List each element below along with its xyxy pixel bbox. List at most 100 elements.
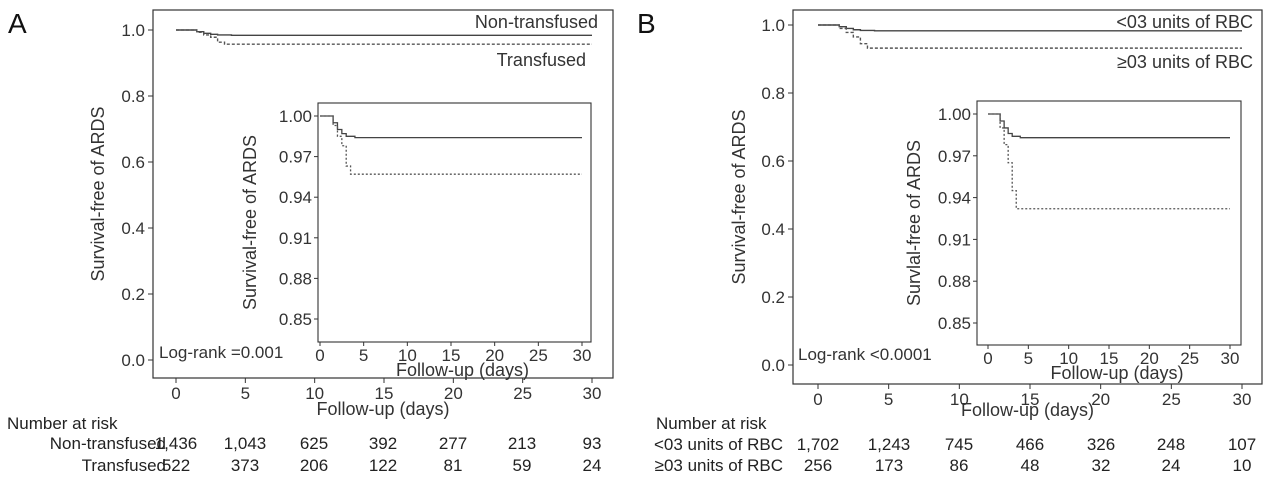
- inset-x-tick-label: 20: [485, 346, 504, 365]
- log-rank-annotation: Log-rank <0.0001: [798, 345, 932, 364]
- risk-value: 93: [583, 434, 602, 453]
- x-tick-label: 5: [884, 390, 893, 409]
- series-label-0: Non-transfused: [475, 12, 598, 32]
- risk-value: 86: [950, 456, 969, 475]
- plot-frame: [792, 9, 1263, 385]
- risk-value: 1,243: [868, 435, 911, 454]
- y-tick-label: 0.0: [121, 351, 145, 370]
- x-axis-title: Follow-up (days): [961, 400, 1094, 420]
- risk-value: 206: [300, 456, 328, 475]
- risk-value: 745: [945, 435, 973, 454]
- inset-x-tick-label: 30: [573, 346, 592, 365]
- risk-value: 48: [1021, 456, 1040, 475]
- risk-value: 213: [508, 434, 536, 453]
- y-tick-label: 0.8: [761, 84, 785, 103]
- risk-value: 10: [1233, 456, 1252, 475]
- inset-x-tick-label: 0: [983, 349, 992, 368]
- x-axis-title: Follow-up (days): [316, 399, 449, 419]
- risk-value: 522: [162, 456, 190, 475]
- risk-value: 1,436: [155, 434, 198, 453]
- inset-y-tick-label: 0.97: [279, 148, 312, 167]
- risk-value: 625: [300, 434, 328, 453]
- y-tick-label: 1.0: [761, 16, 785, 35]
- x-tick-label: 0: [171, 384, 180, 403]
- inset-x-axis-title: Follow-up (days): [1050, 363, 1183, 383]
- risk-value: 326: [1087, 435, 1115, 454]
- risk-value: 107: [1228, 435, 1256, 454]
- risk-value: 122: [369, 456, 397, 475]
- risk-value: 32: [1092, 456, 1111, 475]
- risk-value: 1,702: [797, 435, 840, 454]
- y-tick-label: 0.2: [121, 285, 145, 304]
- inset-y-tick-label: 1.00: [279, 107, 312, 126]
- inset-y-tick-label: 0.91: [938, 230, 971, 249]
- inset-x-tick-label: 5: [359, 346, 368, 365]
- inset-x-tick-label: 25: [529, 346, 548, 365]
- inset-x-tick-label: 30: [1221, 349, 1240, 368]
- x-tick-label: 0: [813, 390, 822, 409]
- x-tick-label: 30: [1233, 390, 1252, 409]
- y-tick-label: 0.6: [761, 152, 785, 171]
- x-tick-label: 20: [1091, 390, 1110, 409]
- series-line-1: [176, 29, 592, 45]
- inset-x-tick-label: 20: [1140, 349, 1159, 368]
- panel-letter: B: [637, 8, 656, 39]
- inset-x-tick-label: 15: [442, 346, 461, 365]
- x-tick-label: 5: [241, 384, 250, 403]
- panel-A: A0 5 10 15 20 25 300.00.20.40.60.81.0Follow-up…: [7, 8, 614, 475]
- inset-x-tick-label: 10: [398, 346, 417, 365]
- inset-y-tick-label: 0.88: [938, 272, 971, 291]
- inset-y-tick-label: 0.94: [279, 188, 312, 207]
- x-tick-label: 10: [305, 384, 324, 403]
- inset-y-tick-label: 0.85: [938, 314, 971, 333]
- inset-x-tick-label: 25: [1180, 349, 1199, 368]
- inset-chart: 0 5 10 15 20 25 30 1.00 0.97 0.94 0.91 0.88 0.85 Foll…: [240, 102, 592, 380]
- x-tick-label: 15: [1021, 390, 1040, 409]
- risk-value: 373: [231, 456, 259, 475]
- inset-y-axis-title: Survlal-free of ARDS: [904, 140, 924, 306]
- y-axis-title: Survival-free of ARDS: [729, 109, 749, 284]
- log-rank-annotation: Log-rank =0.001: [159, 343, 283, 362]
- series-line-1: [818, 24, 1242, 49]
- inset-y-tick-label: 1.00: [938, 105, 971, 124]
- inset-y-tick-label: 0.85: [279, 310, 312, 329]
- y-tick-label: 0.2: [761, 288, 785, 307]
- inset-y-tick-label: 0.88: [279, 269, 312, 288]
- y-tick-label: 0.6: [121, 153, 145, 172]
- risk-value: 173: [875, 456, 903, 475]
- risk-value: 24: [1162, 456, 1181, 475]
- series-label-0: <03 units of RBC: [1116, 12, 1253, 32]
- risk-value: 392: [369, 434, 397, 453]
- y-axis-title: Survival-free of ARDS: [88, 106, 108, 281]
- inset-y-tick-label: 0.97: [938, 147, 971, 166]
- risk-row-label: ≥03 units of RBC: [655, 456, 783, 475]
- risk-table: Number at risk <03 units of RBC 1,702 1,243…: [654, 414, 1256, 475]
- x-tick-label: 25: [513, 384, 532, 403]
- y-tick-label: 0.4: [761, 220, 785, 239]
- panel-B: B 0 5 10 15 20 25 30 0.0 0.2 0.4 0.6 0.8 1.0 Follow-up…: [637, 8, 1263, 475]
- series-label-1: ≥03 units of RBC: [1117, 52, 1253, 72]
- y-tick-label: 0.0: [761, 356, 785, 375]
- x-tick-label: 25: [1162, 390, 1181, 409]
- risk-value: 277: [439, 434, 467, 453]
- risk-row-label: <03 units of RBC: [654, 435, 783, 454]
- risk-value: 1,043: [224, 434, 267, 453]
- inset-x-tick-label: 0: [315, 346, 324, 365]
- risk-value: 59: [513, 456, 532, 475]
- inset-frame: [317, 102, 592, 343]
- risk-value: 81: [444, 456, 463, 475]
- x-tick-label: 20: [444, 384, 463, 403]
- risk-value: 24: [583, 456, 602, 475]
- plot-frame: [152, 9, 614, 379]
- risk-row-label: Non-transfused: [50, 434, 166, 453]
- x-tick-label: 15: [375, 384, 394, 403]
- panel-letter: A: [8, 8, 27, 39]
- inset-x-axis-title: Follow-up (days): [396, 360, 529, 380]
- inset-chart: 0 5 10 15 20 25 30 1.00 0.97 0.94 0.91 0.88 0.85 Foll…: [904, 100, 1242, 383]
- risk-table-title: Number at risk: [656, 414, 767, 433]
- risk-value: 248: [1157, 435, 1185, 454]
- inset-frame: [976, 100, 1242, 346]
- risk-row-label: Transfused: [82, 456, 166, 475]
